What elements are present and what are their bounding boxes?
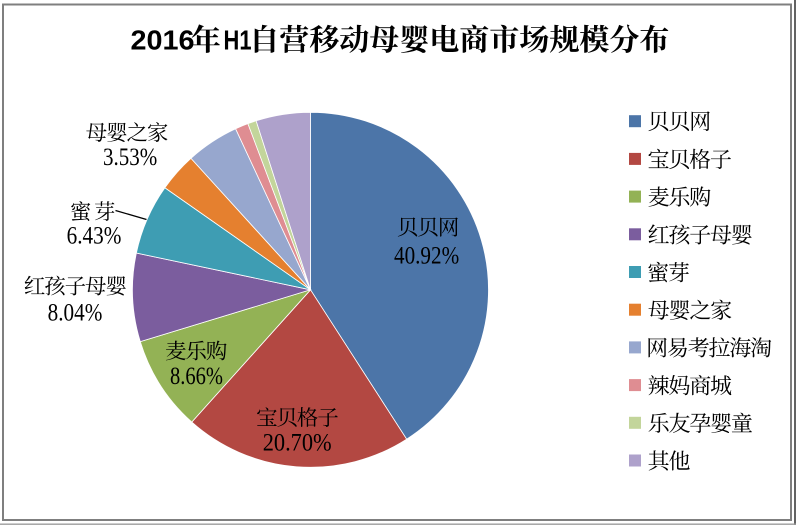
svg-text:8.04%: 8.04% xyxy=(48,299,103,326)
svg-text:2016: 2016 xyxy=(131,25,195,56)
svg-text:6.43%: 6.43% xyxy=(67,223,122,250)
svg-text:8.66%: 8.66% xyxy=(170,363,223,390)
svg-text:20.70%: 20.70% xyxy=(263,430,332,457)
svg-text:3.53%: 3.53% xyxy=(103,144,157,171)
svg-text:H1: H1 xyxy=(224,25,252,56)
svg-text:40.92%: 40.92% xyxy=(394,243,459,270)
